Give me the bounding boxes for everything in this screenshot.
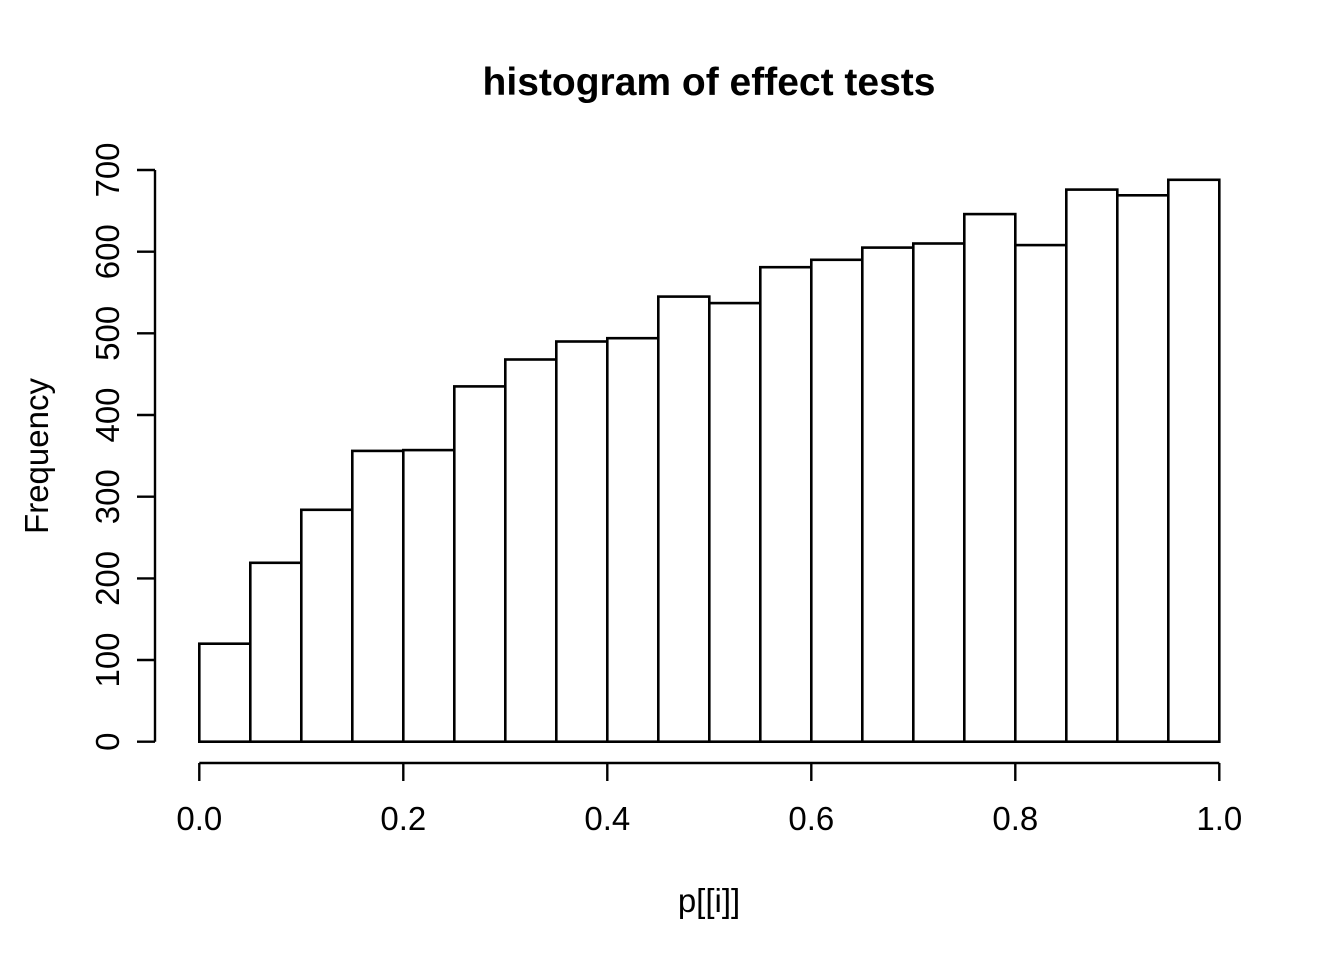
histogram-bar	[350, 449, 405, 743]
histogram-bar	[758, 265, 813, 744]
histogram-bar	[554, 340, 609, 744]
x-tick-label: 0.6	[788, 800, 834, 837]
y-tick-label: 300	[89, 469, 126, 524]
histogram-bar	[809, 258, 864, 743]
y-axis: 0 100 200 300 400 500 600 700	[89, 142, 157, 751]
x-tick-label: 0.0	[176, 800, 222, 837]
chart-title: histogram of effect tests	[483, 61, 936, 104]
y-tick-label: 500	[89, 306, 126, 361]
histogram-bar	[299, 508, 354, 743]
y-tick-label: 400	[89, 387, 126, 442]
x-tick-label: 0.2	[380, 800, 426, 837]
histogram-bar	[1116, 194, 1170, 744]
y-axis-label: Frequency	[18, 378, 55, 534]
x-axis-label: p[[i]]	[678, 882, 740, 919]
histogram-bar	[198, 642, 252, 744]
histogram-bar	[401, 448, 456, 744]
histogram-bar	[962, 212, 1017, 743]
x-axis: 0.0 0.2 0.4 0.6 0.8 1.0	[176, 761, 1242, 837]
histogram-bar	[605, 336, 660, 744]
y-tick-label: 100	[89, 632, 126, 687]
x-tick-label: 0.4	[584, 800, 630, 837]
histogram-bar	[249, 561, 303, 743]
histogram-bars	[198, 178, 1221, 744]
y-tick-label: 600	[89, 224, 126, 279]
histogram-bar	[1013, 243, 1068, 744]
histogram-bar	[656, 295, 711, 744]
y-tick-label: 0	[89, 733, 126, 751]
histogram-bar	[860, 246, 915, 744]
histogram-bar	[707, 301, 762, 744]
histogram-bar	[452, 385, 507, 743]
x-tick-label: 0.8	[992, 800, 1038, 837]
histogram-bar	[911, 242, 966, 744]
x-tick-label: 1.0	[1196, 800, 1242, 837]
y-tick-label: 200	[89, 551, 126, 606]
histogram-bar	[1065, 188, 1119, 743]
y-tick-label: 700	[89, 142, 126, 197]
histogram-bar	[1167, 178, 1221, 744]
histogram-bar	[503, 358, 558, 744]
